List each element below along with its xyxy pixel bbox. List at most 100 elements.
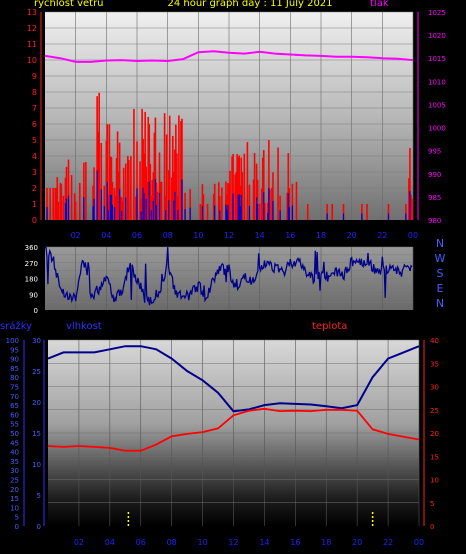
pressure-line (44, 50, 414, 63)
temperature-tick-label: 25 (430, 407, 439, 415)
wind-tick-label: 4 (32, 152, 37, 161)
x-tick-label: 00 (414, 538, 424, 547)
x-tick-label: 08 (163, 231, 173, 240)
compass-label: N (436, 237, 444, 250)
wind-tick-label: 9 (32, 72, 37, 81)
precip-tick-label: 30 (10, 467, 19, 475)
humidity-tick-label: 25 (32, 368, 41, 376)
precip-tick-label: 0 (15, 523, 19, 531)
chart-title: 24 hour graph day : 11 July 2021 (167, 0, 333, 9)
pressure-tick-label: 1020 (428, 32, 446, 40)
x-tick-label: 16 (285, 231, 295, 240)
direction-tick-label: 90 (29, 291, 38, 299)
wind-tick-label: 3 (32, 168, 37, 177)
precip-axis-title: srážky (0, 321, 33, 332)
temperature-tick-label: 15 (430, 453, 439, 461)
x-tick-label: 04 (101, 231, 111, 240)
pressure-tick-label: 1015 (428, 55, 446, 63)
x-tick-label: 18 (316, 231, 326, 240)
precip-tick-label: 35 (10, 458, 19, 466)
precip-tick-label: 45 (10, 439, 19, 447)
wind-tick-label: 6 (32, 120, 37, 129)
temperature-tick-label: 5 (430, 500, 434, 508)
precip-tick-label: 90 (10, 356, 19, 364)
humidity-tick-label: 10 (32, 461, 41, 469)
precip-tick-label: 100 (6, 337, 19, 345)
pressure-tick-label: 1005 (428, 101, 446, 109)
pressure-tick-label: 980 (428, 217, 441, 225)
x-tick-label: 12 (224, 231, 234, 240)
direction-tick-label: 270 (25, 260, 38, 268)
x-tick-label: 14 (255, 231, 265, 240)
precip-tick-label: 50 (10, 430, 19, 438)
pressure-tick-label: 1010 (428, 78, 446, 86)
x-tick-label: 20 (347, 231, 357, 240)
temperature-tick-label: 35 (430, 360, 439, 368)
precip-tick-label: 80 (10, 374, 19, 382)
precip-tick-label: 75 (10, 384, 19, 392)
wind-tick-label: 11 (27, 40, 37, 49)
compass-label: S (437, 267, 444, 280)
pressure-tick-label: 1025 (428, 9, 446, 17)
pressure-tick-label: 995 (428, 148, 441, 156)
wind-tick-label: 12 (27, 24, 37, 33)
x-tick-label: 02 (71, 231, 81, 240)
wind-speed-axis-title: rychlost větru (34, 0, 104, 9)
x-tick-label: 10 (193, 231, 203, 240)
pressure-tick-label: 1000 (428, 125, 446, 133)
temperature-tick-label: 10 (430, 477, 439, 485)
pressure-tick-label: 990 (428, 171, 441, 179)
compass-label: E (437, 282, 444, 295)
x-tick-label: 06 (136, 538, 146, 547)
humidity-tick-label: 15 (32, 430, 41, 438)
precip-tick-label: 70 (10, 393, 19, 401)
temperature-tick-label: 0 (430, 523, 434, 531)
direction-tick-label: 0 (34, 307, 38, 315)
precip-tick-label: 5 (15, 514, 19, 522)
precip-tick-label: 60 (10, 411, 19, 419)
compass-label: N (436, 297, 444, 310)
humidity-tick-label: 0 (37, 523, 41, 531)
wind-tick-label: 2 (32, 184, 37, 193)
wind-tick-label: 7 (32, 104, 37, 113)
wind-avg-series (46, 170, 411, 220)
temperature-tick-label: 20 (430, 430, 439, 438)
precip-tick-label: 85 (10, 365, 19, 373)
temperature-tick-label: 30 (430, 384, 439, 392)
direction-tick-label: 180 (25, 276, 38, 284)
x-tick-label: 12 (228, 538, 238, 547)
humidity-line (47, 345, 420, 413)
direction-tick-label: 360 (25, 244, 38, 252)
x-tick-label: 10 (197, 538, 207, 547)
compass-label: W (435, 252, 446, 265)
precip-tick-label: 15 (10, 495, 19, 503)
x-tick-label: 00 (408, 231, 418, 240)
x-tick-label: 16 (290, 538, 300, 547)
humidity-tick-label: 5 (37, 492, 41, 500)
wind-tick-label: 0 (32, 216, 37, 225)
precip-tick-label: 25 (10, 477, 19, 485)
precip-tick-label: 40 (10, 449, 19, 457)
humidity-axis-title: vlhkost (66, 321, 102, 332)
x-tick-label: 22 (383, 538, 393, 547)
humidity-tick-label: 30 (32, 337, 41, 345)
humidity-tick-label: 20 (32, 399, 41, 407)
x-tick-label: 20 (352, 538, 362, 547)
precip-tick-label: 95 (10, 346, 19, 354)
temperature-tick-label: 40 (430, 337, 439, 345)
pressure-axis-title: tlak (370, 0, 389, 9)
temperature-line (47, 407, 420, 452)
precip-tick-label: 65 (10, 402, 19, 410)
x-tick-label: 22 (377, 231, 387, 240)
x-tick-label: 04 (105, 538, 115, 547)
wind-tick-label: 5 (32, 136, 37, 145)
x-tick-label: 14 (259, 538, 269, 547)
wind-direction-line (44, 246, 413, 306)
temperature-axis-title: teplota (312, 321, 348, 332)
pressure-tick-label: 985 (428, 194, 441, 202)
wind-tick-label: 13 (27, 8, 37, 17)
precip-tick-label: 10 (10, 504, 19, 512)
wind-tick-label: 8 (32, 88, 37, 97)
x-tick-label: 18 (321, 538, 331, 547)
